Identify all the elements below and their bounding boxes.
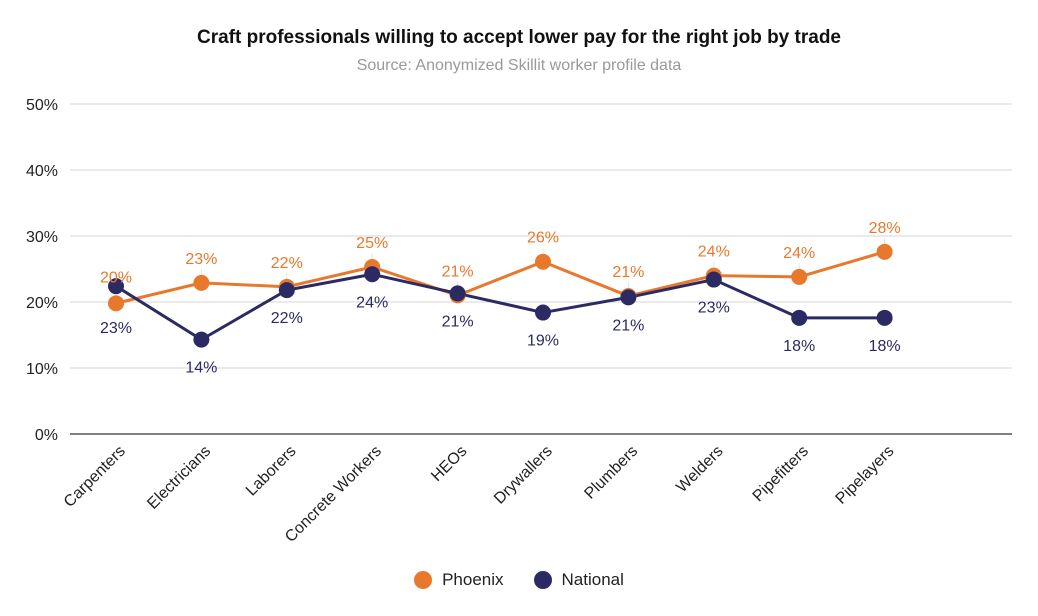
data-label-national: 24% <box>356 294 388 311</box>
data-point-national <box>278 282 295 299</box>
data-point-phoenix <box>193 274 210 291</box>
data-point-national <box>705 271 722 288</box>
x-tick-label: Laborers <box>243 443 300 500</box>
data-label-phoenix: 24% <box>783 245 815 262</box>
chart-subtitle: Source: Anonymized Skillit worker profil… <box>356 57 682 74</box>
data-label-phoenix: 24% <box>698 244 730 261</box>
x-tick-label: Carpenters <box>61 443 129 511</box>
legend-item-phoenix[interactable]: Phoenix <box>414 570 504 590</box>
data-label-national: 14% <box>185 360 217 377</box>
chart-title: Craft professionals willing to accept lo… <box>197 27 841 48</box>
data-point-national <box>364 266 381 283</box>
x-tick-label: Concrete Workers <box>282 443 385 546</box>
data-point-phoenix <box>876 243 893 260</box>
legend-item-national[interactable]: National <box>533 570 624 590</box>
series-line-national <box>115 272 885 342</box>
x-tick-label: HEOs <box>428 443 470 485</box>
data-label-national: 21% <box>442 313 474 330</box>
y-tick-label: 50% <box>26 97 58 114</box>
legend-swatch-phoenix <box>414 571 433 589</box>
data-label-phoenix: 26% <box>527 230 559 247</box>
data-label-phoenix: 21% <box>612 264 644 281</box>
series-line-phoenix <box>115 250 886 305</box>
y-tick-label: 40% <box>26 163 58 180</box>
data-point-national <box>108 278 124 295</box>
data-point-national <box>876 309 893 326</box>
x-tick-label: Drywallers <box>491 443 556 508</box>
data-point-national <box>449 285 466 302</box>
y-tick-label: 20% <box>26 295 58 312</box>
data-label-national: 19% <box>527 333 559 350</box>
data-label-national: 23% <box>698 300 730 317</box>
data-label-phoenix: 28% <box>869 220 901 237</box>
data-label-phoenix: 22% <box>271 255 303 272</box>
x-tick-label: Plumbers <box>581 443 641 503</box>
data-label-national: 18% <box>869 338 901 355</box>
legend-label-phoenix: Phoenix <box>442 570 504 589</box>
data-label-phoenix: 23% <box>185 251 217 268</box>
legend: Phoenix National <box>0 570 1038 590</box>
y-tick-label: 0% <box>35 427 58 444</box>
data-point-phoenix <box>791 268 808 285</box>
y-tick-label: 10% <box>26 361 58 378</box>
data-label-national: 21% <box>612 317 644 334</box>
data-label-national: 22% <box>271 310 303 327</box>
y-tick-label: 30% <box>26 229 58 246</box>
x-tick-label: Welders <box>673 443 726 496</box>
data-point-national <box>791 309 808 326</box>
data-point-national <box>620 289 637 306</box>
data-point-phoenix <box>535 253 551 270</box>
data-point-national <box>193 331 210 348</box>
x-tick-label: Electricians <box>144 443 214 513</box>
data-label-phoenix: 20% <box>100 269 132 286</box>
data-point-national <box>535 304 551 321</box>
legend-label-national: National <box>561 570 624 589</box>
data-label-phoenix: 21% <box>442 263 474 280</box>
legend-swatch-national <box>533 571 552 589</box>
x-tick-label: Pipelayers <box>833 443 898 508</box>
x-tick-label: Pipefitters <box>750 443 812 505</box>
data-label-national: 23% <box>100 320 132 337</box>
line-chart: 0% 10% 20% 30% 40% 50% Carpenters Electricians L… <box>26 97 1012 546</box>
data-label-phoenix: 25% <box>356 235 388 252</box>
data-label-national: 18% <box>783 338 815 355</box>
data-point-phoenix <box>108 295 124 312</box>
